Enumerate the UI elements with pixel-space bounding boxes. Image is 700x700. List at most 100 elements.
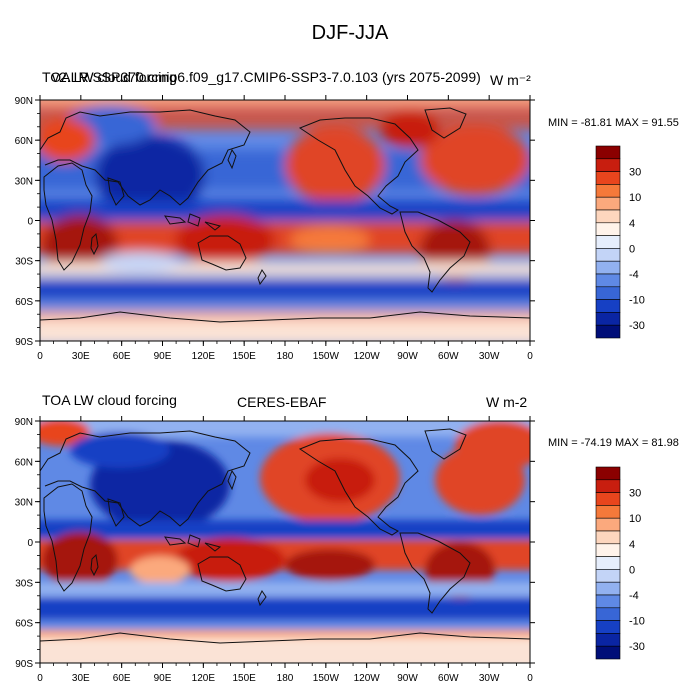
panel1-colorbar: 30 10 4 0 -4 -10 -30 [595,145,645,339]
panel2-colorbar-label: -30 [629,641,645,653]
panel1-colorbar-label: 10 [629,192,641,204]
panel1-colorbar-swatch [595,286,621,300]
panel2-map [40,421,530,663]
panel1-left-title: TOA LW cloud forcing [42,69,177,85]
panel2-colorbar-swatch [595,581,621,596]
panel1-axes: 90N 60N 30N 0 30S 60S 90S 0 30E 60E 90E 120E 150E 180… [15,95,535,362]
panel2-lon-label: 180 [277,673,294,684]
panel2-colorbar-swatch [595,505,621,519]
panel1-colorbar-swatch [595,260,621,275]
panel1-lat-label: 90S [15,337,33,348]
panel2-lon-label: 60W [438,673,459,684]
panel2-lat-label: 90S [15,659,33,670]
panel1-colorbar-swatch [595,145,621,160]
panel2-lat-label: 60S [15,619,33,630]
panel2-colorbar-swatch [595,517,621,532]
panel1-lon-label: 0 [527,351,533,362]
panel2-colorbar-swatch [595,607,621,621]
panel1-lon-label: 60E [113,351,131,362]
panel1-center-title: v2.LR.SSP370.cmip6.f09_g17.CMIP6-SSP3-7.… [52,69,481,85]
panel2-lat-label: 0 [27,538,33,549]
panel2-lon-label: 120W [354,673,381,684]
panel2-axes: 90N 60N 30N 0 30S 60S 90S 0 30E 60E 90E 120E 150E 180… [15,416,535,684]
panel1-lon-label: 180 [277,351,294,362]
panel1-colorbar-swatch [595,299,621,313]
panel1-lon-label: 120E [192,351,216,362]
panel2-colorbar-label: 10 [629,513,641,525]
panel2-lon-label: 0 [527,673,533,684]
panel1-lon-label: 90E [154,351,172,362]
panel2-minmax: MIN = -74.19 MAX = 81.98 [548,437,679,449]
panel1-colorbar-label: 30 [629,167,641,179]
panel1-colorbar-swatch [595,222,621,236]
panel1-lat-label: 90N [15,96,33,107]
panel1-colorbar-swatch [595,248,621,262]
panel1-lon-label: 30E [72,351,90,362]
panel1-colorbar-label: 4 [629,218,635,230]
panel2-colorbar-swatch [595,633,621,647]
panel1-colorbar-label: -4 [629,269,639,281]
panel1-lon-label: 90W [397,351,418,362]
panel1-lat-label: 60S [15,297,33,308]
panel2-colorbar-swatch [595,479,621,493]
panel2-colorbar-label: 0 [629,564,635,576]
panel2-colorbar-label: 30 [629,488,641,500]
panel2-lon-label: 0 [37,673,43,684]
panel2-lat-label: 30N [15,498,33,509]
panel1-colorbar-swatch [595,184,621,198]
panel2-colorbar-swatch [595,466,621,481]
panel2-lon-label: 150E [232,673,256,684]
panel2-colorbar-swatch [595,492,621,506]
panel2-colorbar-label: 4 [629,539,635,551]
panel2-lat-label: 30S [15,578,33,589]
panel1-minmax: MIN = -81.81 MAX = 91.55 [548,117,679,129]
panel2-colorbar-label: -10 [629,616,645,628]
panel2-units: W m-2 [486,394,528,410]
panel1-lat-label: 30S [15,257,33,268]
panel1-lon-label: 60W [438,351,459,362]
panel1-colorbar-swatch [595,324,621,339]
panel2-colorbar-swatch [595,556,621,570]
panel1-colorbar-swatch [595,158,621,172]
panel2-center-title: CERES-EBAF [237,394,327,410]
figure-title: DJF-JJA [311,22,389,44]
panel2-colorbar-swatch [595,530,621,545]
panel1-colorbar-swatch [595,235,621,249]
panel2-colorbar-swatch [595,594,621,609]
panel1-map [40,100,530,341]
panel2-colorbar-label: -4 [629,590,639,602]
panel1-lon-label: 30W [479,351,500,362]
panel1-lon-label: 150E [232,351,256,362]
panel1-colorbar-swatch [595,312,621,326]
panel2-colorbar-swatch [595,645,621,660]
panel1-lat-label: 30N [15,176,33,187]
panel1-lon-label: 0 [37,351,43,362]
panel2-lat-label: 90N [15,417,33,428]
panel2-colorbar-swatch [595,569,621,583]
panel2-colorbar-swatch [595,543,621,557]
panel2-lon-label: 30W [479,673,500,684]
panel1-lat-label: 0 [27,217,33,228]
panel2-lon-label: 30E [72,673,90,684]
panel1-colorbar-swatch [595,273,621,288]
panel2-lon-label: 90E [154,673,172,684]
panel1-colorbar-swatch [595,171,621,185]
panel2-lon-label: 150W [313,673,340,684]
panel1-colorbar-label: 0 [629,243,635,255]
panel1-units: W m⁻² [490,72,531,88]
panel2-colorbar-swatch [595,620,621,634]
panel2-lon-label: 90W [397,673,418,684]
panel1-colorbar-swatch [595,196,621,211]
panel2-left-title: TOA LW cloud forcing [42,392,177,408]
panel1-colorbar-label: -30 [629,320,645,332]
panel2-lat-label: 60N [15,457,33,468]
panel1-lon-label: 150W [313,351,340,362]
panel1-lon-label: 120W [354,351,381,362]
panel1-colorbar-swatch [595,209,621,224]
panel2-colorbar: 30 10 4 0 -4 -10 -30 [595,466,645,660]
panel1-lat-label: 60N [15,136,33,147]
panel1-colorbar-label: -10 [629,295,645,307]
panel2-lon-label: 60E [113,673,131,684]
panel2-lon-label: 120E [192,673,216,684]
